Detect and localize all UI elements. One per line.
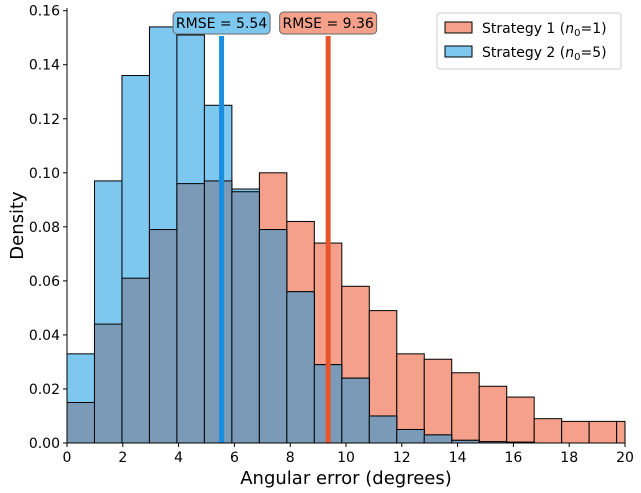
rmse-label-1: RMSE = 5.54	[176, 16, 267, 32]
bar-overlap	[148, 229, 178, 444]
x-tick-label: 6	[230, 450, 239, 466]
bars-layer	[66, 26, 626, 444]
bar-strategy-1	[506, 396, 535, 444]
bar-strategy-1	[561, 420, 590, 444]
rmse-label-box-1	[172, 11, 271, 35]
legend-label: Strategy 1 (n0=1)	[482, 21, 607, 39]
bar-overlap	[231, 191, 260, 444]
x-tick-label: 20	[616, 450, 634, 466]
rmse-lines-layer	[219, 36, 331, 443]
bar-strategy-1	[588, 420, 618, 444]
bar-overlap	[341, 377, 370, 444]
legend-frame	[436, 12, 622, 70]
y-tick-label: 0.06	[29, 274, 60, 290]
x-tick-label: 8	[286, 450, 295, 466]
y-tick-label: 0.12	[29, 112, 60, 128]
y-axis-label: Density	[7, 191, 28, 260]
y-tick-label: 0.16	[29, 4, 60, 20]
bar-overlap	[396, 428, 425, 444]
rmse-label-box-2	[279, 11, 378, 35]
bar-overlap	[66, 401, 95, 444]
x-tick-label: 4	[174, 450, 183, 466]
legend: Strategy 1 (n0=1) Strategy 2 (n0=5)	[436, 12, 622, 70]
legend-swatch	[444, 45, 473, 58]
bar-overlap	[121, 277, 150, 444]
legend-label: Strategy 2 (n0=5)	[482, 45, 607, 63]
y-tick-label: 0.02	[29, 382, 60, 398]
bar-overlap	[93, 323, 123, 444]
rmse-annotations: RMSE = 5.54 RMSE = 9.36	[172, 11, 378, 35]
bar-strategy-1	[478, 385, 508, 444]
bar-overlap	[203, 180, 233, 444]
bar-strategy-1	[423, 358, 453, 444]
x-tick-label: 2	[118, 450, 127, 466]
x-tick-label: 18	[560, 450, 578, 466]
bar-strategy-1	[616, 420, 626, 444]
x-tick-label: 10	[337, 450, 355, 466]
bar-strategy-1	[451, 372, 480, 444]
bar-overlap	[176, 183, 205, 444]
rmse-label-2: RMSE = 9.36	[282, 16, 373, 32]
x-tick-label: 12	[393, 450, 411, 466]
y-tick-label: 0.08	[29, 220, 60, 236]
y-tick-label: 0.04	[29, 328, 60, 344]
bar-overlap	[368, 415, 398, 444]
bar-overlap	[423, 434, 453, 444]
y-tick-label: 0.14	[29, 58, 60, 74]
y-tick-label: 0.00	[29, 436, 60, 452]
x-axis-label: Angular error (degrees)	[240, 468, 452, 489]
x-tick-label: 16	[504, 450, 522, 466]
bar-strategy-1	[533, 418, 563, 444]
x-tick-label: 0	[63, 450, 72, 466]
legend-swatch	[444, 21, 473, 34]
bar-overlap	[286, 291, 315, 444]
x-ticks: 0 2 4 6 8 10 12 14 16 18 20	[63, 443, 634, 466]
y-tick-label: 0.10	[29, 166, 60, 182]
y-ticks: 0.00 0.02 0.04 0.06 0.08 0.10 0.12 0.14 0.16	[29, 4, 67, 452]
x-tick-label: 14	[449, 450, 467, 466]
bar-overlap	[258, 229, 288, 444]
